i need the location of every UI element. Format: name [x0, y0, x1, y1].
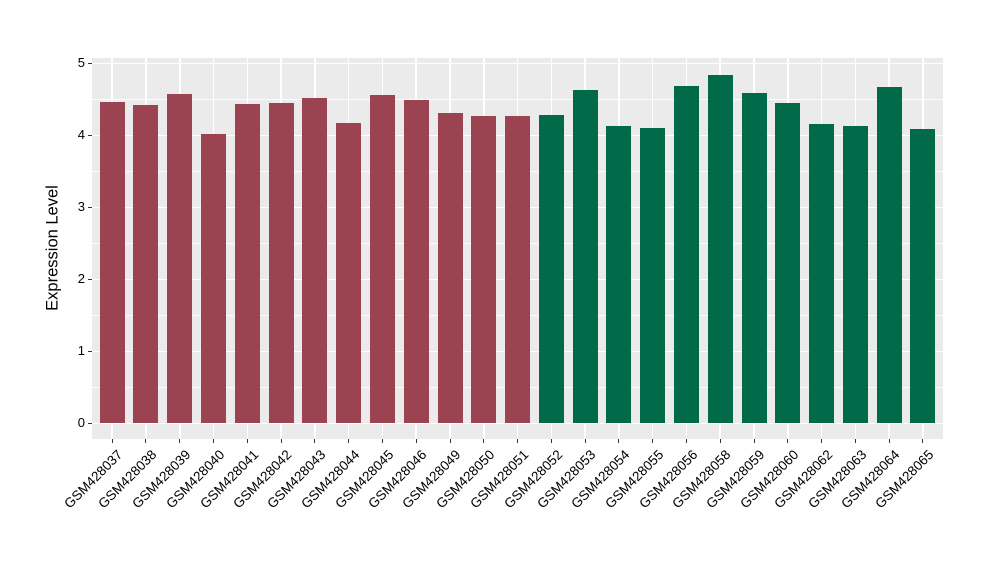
- x-axis-tick-GSM428049: [449, 439, 451, 443]
- y-tick-label-1: 1: [77, 343, 85, 358]
- bar-GSM428042: [268, 102, 294, 423]
- x-axis-tick-GSM428056: [685, 439, 687, 443]
- x-axis-tick-GSM428064: [888, 439, 890, 443]
- y-tick-label-3: 3: [77, 199, 85, 214]
- x-axis-tick-GSM428039: [179, 439, 181, 443]
- x-axis-tick-GSM428043: [314, 439, 316, 443]
- y-tick-label-5: 5: [77, 55, 85, 70]
- y-tick-label-2: 2: [77, 271, 85, 286]
- bar-GSM428053: [572, 90, 598, 423]
- y-tick-label-4: 4: [77, 127, 85, 142]
- y-axis-tick-5: [88, 62, 92, 64]
- y-axis-tick-2: [88, 278, 92, 280]
- x-axis-tick-GSM428037: [111, 439, 113, 443]
- x-axis-tick-GSM428059: [753, 439, 755, 443]
- x-axis-tick-GSM428060: [787, 439, 789, 443]
- bar-GSM428038: [133, 105, 159, 423]
- y-axis-title: Expression Level: [43, 185, 62, 311]
- bar-GSM428060: [775, 102, 801, 423]
- bar-GSM428059: [741, 92, 767, 423]
- x-axis-tick-GSM428063: [854, 439, 856, 443]
- x-axis-tick-GSM428045: [381, 439, 383, 443]
- x-axis-tick-GSM428065: [922, 439, 924, 443]
- bar-GSM428039: [167, 93, 193, 423]
- bar-GSM428064: [876, 86, 902, 423]
- y-axis-tick-0: [88, 422, 92, 424]
- bar-GSM428041: [234, 104, 260, 423]
- x-axis-tick-GSM428038: [145, 439, 147, 443]
- y-axis-tick-4: [88, 134, 92, 136]
- bar-GSM428058: [707, 75, 733, 423]
- x-axis-tick-GSM428042: [280, 439, 282, 443]
- x-axis-tick-GSM428046: [415, 439, 417, 443]
- bar-GSM428062: [809, 124, 835, 423]
- bar-GSM428043: [302, 98, 328, 423]
- bar-GSM428065: [910, 129, 936, 423]
- bar-GSM428063: [842, 126, 868, 423]
- x-axis-tick-GSM428050: [483, 439, 485, 443]
- x-axis-tick-GSM428040: [213, 439, 215, 443]
- x-axis-tick-GSM428044: [348, 439, 350, 443]
- bar-GSM428056: [673, 86, 699, 423]
- x-axis-tick-GSM428051: [517, 439, 519, 443]
- bar-GSM428046: [403, 100, 429, 423]
- x-axis-tick-GSM428058: [719, 439, 721, 443]
- y-axis-tick-3: [88, 206, 92, 208]
- bar-GSM428054: [606, 125, 632, 423]
- x-axis-tick-GSM428055: [652, 439, 654, 443]
- x-axis-tick-GSM428053: [584, 439, 586, 443]
- bar-GSM428049: [437, 112, 463, 423]
- bar-GSM428045: [369, 95, 395, 423]
- bar-GSM428050: [471, 116, 497, 423]
- y-axis-tick-1: [88, 350, 92, 352]
- bar-GSM428040: [201, 134, 227, 423]
- x-axis-tick-GSM428054: [618, 439, 620, 443]
- bar-GSM428055: [640, 127, 666, 423]
- x-axis-tick-GSM428041: [246, 439, 248, 443]
- bar-GSM428044: [336, 122, 362, 423]
- x-axis-tick-GSM428052: [550, 439, 552, 443]
- bar-GSM428052: [538, 114, 564, 423]
- x-axis-tick-GSM428062: [821, 439, 823, 443]
- bar-GSM428051: [505, 116, 531, 423]
- y-tick-label-0: 0: [77, 415, 85, 430]
- bar-GSM428037: [99, 101, 125, 423]
